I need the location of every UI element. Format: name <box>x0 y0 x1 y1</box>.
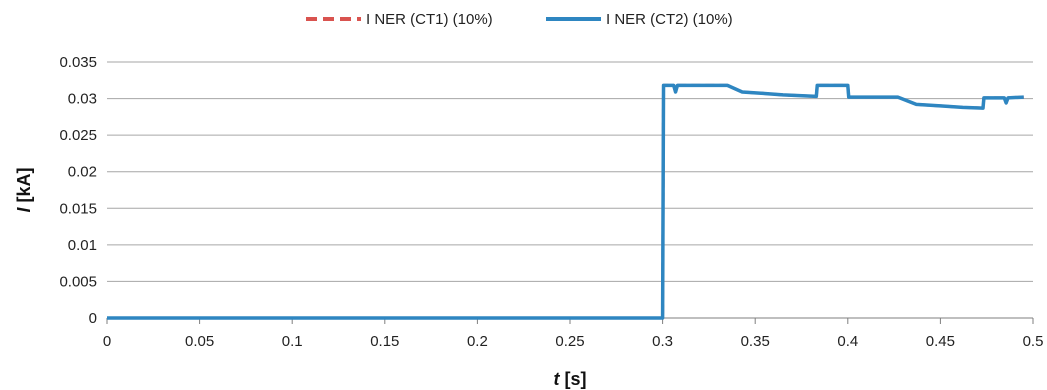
x-tick-label: 0.45 <box>926 333 955 350</box>
x-tick-label: 0.05 <box>185 333 214 350</box>
legend-label-ct2[interactable]: I NER (CT2) (10%) <box>606 11 733 28</box>
y-tick-label: 0.025 <box>59 127 97 144</box>
gridlines <box>107 61 1033 282</box>
y-axis-unit-text: [kA] <box>14 167 34 202</box>
plot-area <box>107 83 1024 320</box>
x-tick-label: 0.25 <box>555 333 584 350</box>
x-tick-label: 0.4 <box>837 333 858 350</box>
y-tick-label: 0 <box>89 310 97 327</box>
legend: I NER (CT1) (10%) I NER (CT2) (10%) <box>306 11 733 28</box>
y-tick-label: 0.005 <box>59 273 97 290</box>
x-axis-symbol: t <box>553 369 560 389</box>
series-line-1 <box>107 83 1024 320</box>
x-tick-label: 0.1 <box>282 333 303 350</box>
series-line-2 <box>107 83 1024 320</box>
legend-label-ct1[interactable]: I NER (CT1) (10%) <box>366 11 493 28</box>
y-tick-label: 0.035 <box>59 54 97 71</box>
y-axis-title: I [kA] <box>14 167 34 212</box>
y-tick-label: 0.015 <box>59 200 97 217</box>
y-axis-symbol: I <box>14 207 34 213</box>
x-tick-label: 0.35 <box>741 333 770 350</box>
y-tick-label: 0.01 <box>68 237 97 254</box>
x-tick-label: 0.15 <box>370 333 399 350</box>
y-tick-labels: 0 0.005 0.01 0.015 0.02 0.025 0.03 0.035 <box>59 54 97 327</box>
x-axis-title: t [s] <box>553 369 586 389</box>
x-axis-unit-text: [s] <box>565 369 587 389</box>
y-tick-label: 0.02 <box>68 164 97 181</box>
x-tick-label: 0.5 <box>1023 333 1044 350</box>
y-tick-label: 0.03 <box>68 91 97 108</box>
x-tick-label: 0 <box>103 333 111 350</box>
x-tick-label: 0.2 <box>467 333 488 350</box>
x-tick-label: 0.3 <box>652 333 673 350</box>
x-tick-labels: 0 0.05 0.1 0.15 0.2 0.25 0.3 0.35 0.4 0.45 0.5 <box>103 333 1044 350</box>
